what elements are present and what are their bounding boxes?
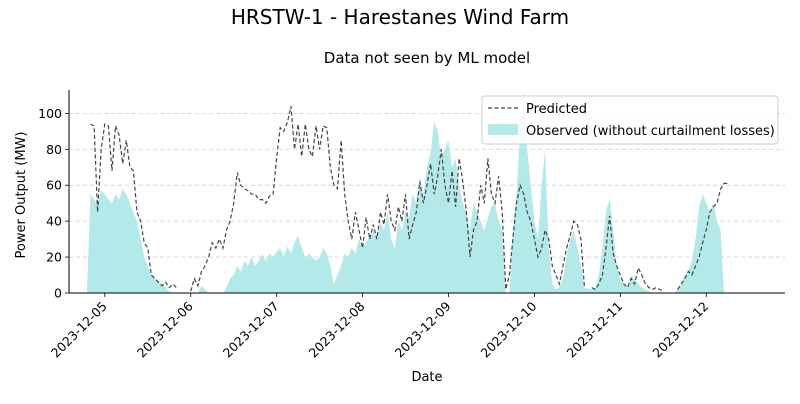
y-tick-label: 100: [38, 106, 62, 121]
observed-area: [86, 188, 173, 293]
observed-area: [509, 90, 653, 293]
x-tick-label: 2023-12-06: [134, 298, 196, 360]
y-tick-label: 0: [54, 286, 62, 301]
predicted-line: [90, 106, 728, 292]
predicted-line-layer: [90, 106, 728, 292]
observed-area: [197, 285, 209, 293]
legend-predicted-label: Predicted: [526, 102, 587, 117]
y-tick-label: 60: [46, 178, 62, 193]
observed-area: [222, 122, 506, 293]
x-tick-label: 2023-12-05: [48, 299, 110, 361]
y-tick-label: 80: [46, 142, 62, 157]
chart-title: Data not seen by ML model: [324, 49, 530, 67]
x-tick-label: 2023-12-07: [220, 299, 282, 361]
x-tick-label: 2023-12-10: [478, 298, 540, 360]
legend: Predicted Observed (without curtailment …: [481, 95, 779, 145]
legend-observed-label: Observed (without curtailment losses): [526, 124, 775, 139]
legend-box: [481, 95, 779, 145]
x-tick-label: 2023-12-12: [649, 299, 711, 361]
observed-area-layer: [86, 90, 725, 293]
observed-area: [674, 194, 725, 293]
figure-suptitle: HRSTW-1 - Harestanes Wind Farm: [231, 5, 569, 29]
legend-observed-swatch: [488, 124, 518, 135]
y-axis-label: Power Output (MW): [14, 132, 29, 259]
y-tick-label: 40: [46, 214, 62, 229]
x-tick-label: 2023-12-08: [306, 298, 368, 360]
y-tick-label: 20: [46, 250, 62, 265]
x-tick-label: 2023-12-09: [392, 298, 454, 360]
x-axis-label: Date: [411, 370, 442, 385]
x-tick-label: 2023-12-11: [563, 299, 625, 361]
